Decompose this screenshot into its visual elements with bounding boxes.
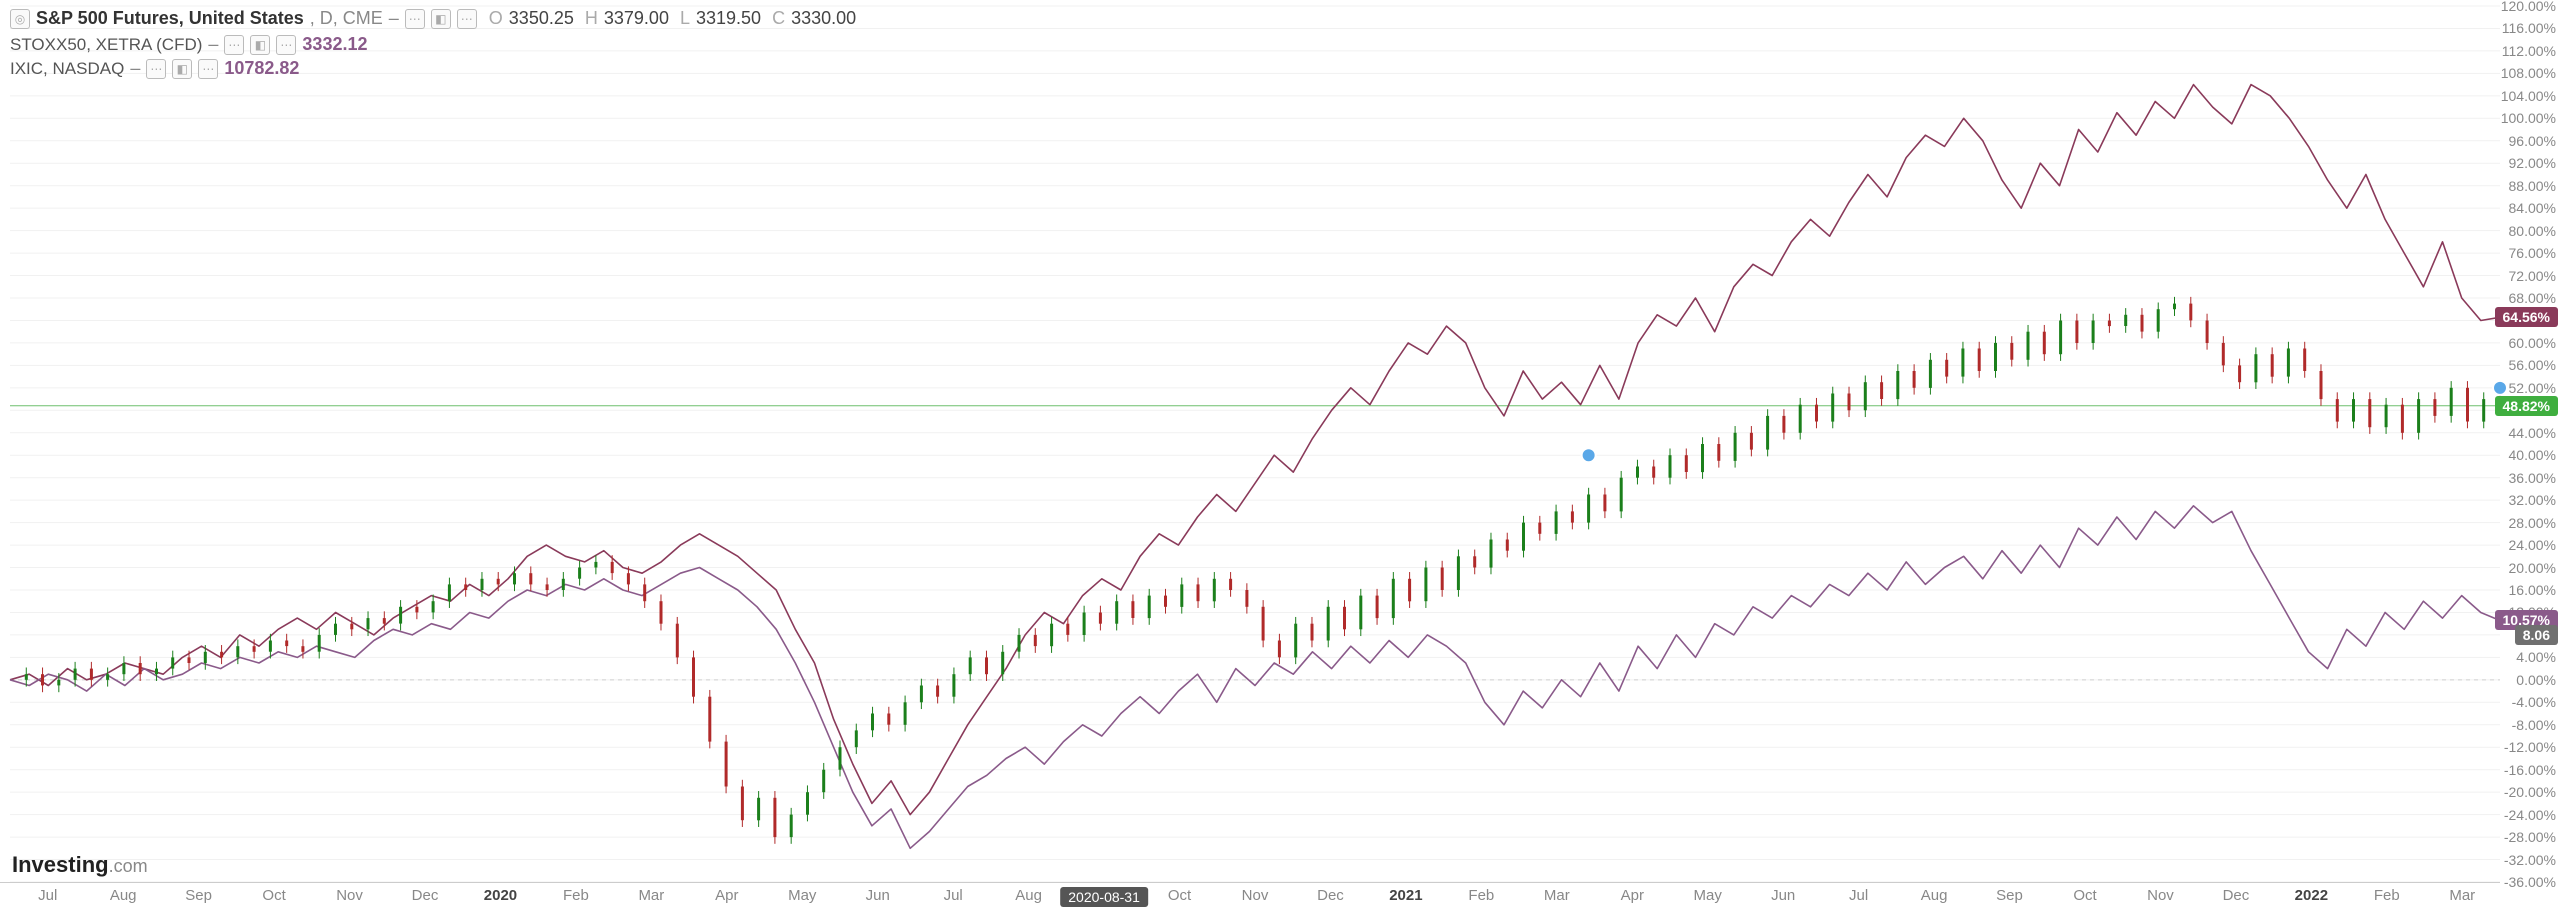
y-tick-label: 76.00% <box>2509 245 2556 261</box>
overlay2-hide-icon[interactable]: ◧ <box>172 59 192 79</box>
symbol-sub: , D, CME <box>310 8 383 29</box>
x-month-label: Oct <box>262 887 285 904</box>
x-month-label: Apr <box>1621 887 1644 904</box>
x-month-label: Jul <box>38 887 57 904</box>
y-tick-label: 80.00% <box>2509 223 2556 239</box>
x-month-label: Mar <box>2449 887 2475 904</box>
y-tick-label: 116.00% <box>2502 20 2556 36</box>
settings-icon[interactable]: ⋯ <box>405 9 425 29</box>
x-year-label: 2022 <box>2295 887 2328 904</box>
y-tick-label: -16.00% <box>2504 762 2556 778</box>
overlay-ixic-price: 10782.82 <box>224 58 299 79</box>
overlay-hide-icon[interactable]: ◧ <box>250 35 270 55</box>
price-tag: 48.82% <box>2495 396 2558 416</box>
y-tick-label: 108.00% <box>2501 65 2556 81</box>
x-month-label: Nov <box>2147 887 2174 904</box>
x-month-label: Dec <box>1317 887 1344 904</box>
x-month-label: Nov <box>1242 887 1269 904</box>
x-month-label: May <box>788 887 816 904</box>
eye-icon[interactable]: ◎ <box>10 9 30 29</box>
x-month-label: Jun <box>1771 887 1795 904</box>
y-tick-label: 104.00% <box>2501 88 2556 104</box>
y-tick-label: -28.00% <box>2504 829 2556 845</box>
x-month-label: Mar <box>638 887 664 904</box>
overlay-more-icon[interactable]: ⋯ <box>276 35 296 55</box>
overlay-settings-icon[interactable]: ⋯ <box>224 35 244 55</box>
x-cursor-date-tag: 2020-08-31 <box>1060 887 1148 907</box>
y-tick-label: 60.00% <box>2509 335 2556 351</box>
x-month-label: Nov <box>336 887 363 904</box>
y-tick-label: -24.00% <box>2504 807 2556 823</box>
more-icon[interactable]: ⋯ <box>457 9 477 29</box>
time-axis[interactable]: Jul Aug Sep Oct Nov Dec 2020 Feb Mar Apr May Jun Jul… <box>0 882 2500 910</box>
y-tick-label: 100.00% <box>2501 110 2556 126</box>
y-tick-label: 92.00% <box>2509 155 2556 171</box>
y-tick-label: 52.00% <box>2509 380 2556 396</box>
y-tick-label: 68.00% <box>2509 290 2556 306</box>
overlay-stoxx-title[interactable]: STOXX50, XETRA (CFD) <box>10 35 202 55</box>
x-month-label: Dec <box>2223 887 2250 904</box>
y-tick-label: 96.00% <box>2509 133 2556 149</box>
symbol-title[interactable]: S&P 500 Futures, United States <box>36 8 304 29</box>
x-month-label: Jun <box>866 887 890 904</box>
y-tick-label: -12.00% <box>2504 739 2556 755</box>
ohlc-block: O3350.25 H3379.00 L3319.50 C3330.00 <box>483 8 856 29</box>
y-tick-label: -4.00% <box>2512 694 2556 710</box>
price-tag: 64.56% <box>2495 307 2558 327</box>
overlay2-more-icon[interactable]: ⋯ <box>198 59 218 79</box>
x-month-label: Feb <box>2374 887 2400 904</box>
y-tick-label: 36.00% <box>2509 470 2556 486</box>
y-tick-label: 84.00% <box>2509 200 2556 216</box>
x-month-label: Oct <box>1168 887 1191 904</box>
y-tick-label: 40.00% <box>2509 447 2556 463</box>
y-tick-label: 32.00% <box>2509 492 2556 508</box>
y-tick-label: -32.00% <box>2504 852 2556 868</box>
x-month-label: Sep <box>1996 887 2023 904</box>
overlay2-settings-icon[interactable]: ⋯ <box>146 59 166 79</box>
y-tick-label: 0.00% <box>2516 672 2556 688</box>
x-month-label: Sep <box>185 887 212 904</box>
price-chart[interactable] <box>0 0 2560 882</box>
y-tick-label: 20.00% <box>2509 560 2556 576</box>
branding-logo: Investing.com <box>12 852 148 878</box>
chart-container: ◎ S&P 500 Futures, United States , D, CM… <box>0 0 2560 910</box>
header-row-main: ◎ S&P 500 Futures, United States , D, CM… <box>10 8 856 29</box>
y-tick-label: 28.00% <box>2509 515 2556 531</box>
x-month-label: Dec <box>412 887 439 904</box>
y-tick-label: 44.00% <box>2509 425 2556 441</box>
y-tick-label: 24.00% <box>2509 537 2556 553</box>
x-month-label: Feb <box>563 887 589 904</box>
y-tick-label: 120.00% <box>2501 0 2556 14</box>
x-year-label: 2021 <box>1389 887 1422 904</box>
header-row-ixic: IXIC, NASDAQ – ⋯ ◧ ⋯ 10782.82 <box>10 58 299 79</box>
x-month-label: Jul <box>1849 887 1868 904</box>
y-tick-label: -8.00% <box>2512 717 2556 733</box>
y-tick-label: 56.00% <box>2509 357 2556 373</box>
x-month-label: Aug <box>110 887 137 904</box>
x-month-label: Aug <box>1921 887 1948 904</box>
x-month-label: Jul <box>944 887 963 904</box>
x-month-label: Oct <box>2073 887 2096 904</box>
y-tick-label: 4.00% <box>2516 649 2556 665</box>
overlay-ixic-title[interactable]: IXIC, NASDAQ <box>10 59 124 79</box>
hide-icon[interactable]: ◧ <box>431 9 451 29</box>
y-tick-label: -36.00% <box>2504 874 2556 890</box>
x-month-label: Mar <box>1544 887 1570 904</box>
y-tick-label: 88.00% <box>2509 178 2556 194</box>
dash: – <box>389 8 399 29</box>
x-month-label: May <box>1694 887 1722 904</box>
x-month-label: Feb <box>1468 887 1494 904</box>
y-tick-label: 72.00% <box>2509 268 2556 284</box>
price-tag: 8.06 <box>2515 625 2558 645</box>
y-tick-label: 112.00% <box>2502 43 2556 59</box>
y-tick-label: -20.00% <box>2504 784 2556 800</box>
overlay-stoxx-price: 3332.12 <box>302 34 367 55</box>
x-year-label: 2020 <box>484 887 517 904</box>
x-month-label: Aug <box>1015 887 1042 904</box>
x-month-label: Apr <box>715 887 738 904</box>
y-tick-label: 16.00% <box>2509 582 2556 598</box>
header-row-stoxx: STOXX50, XETRA (CFD) – ⋯ ◧ ⋯ 3332.12 <box>10 34 368 55</box>
